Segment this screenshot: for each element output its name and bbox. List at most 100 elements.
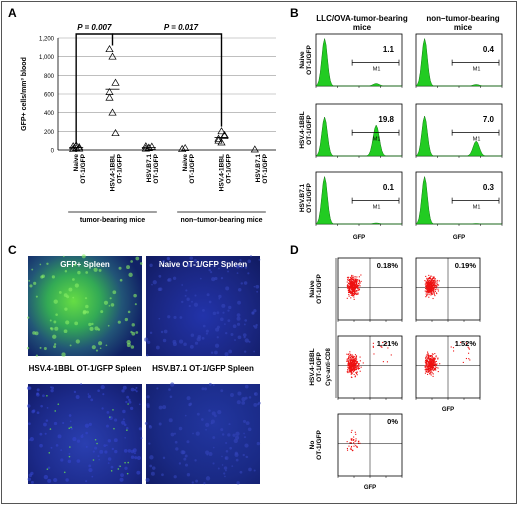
tissue-speck [138,403,141,406]
event-dot [431,284,433,286]
event-dot [350,373,352,375]
tissue-speck [135,256,140,261]
event-dot [356,285,358,287]
event-dot [353,291,355,293]
event-dot [347,285,349,287]
event-dot [358,281,360,283]
event-dot [350,362,353,364]
event-dot [353,358,355,360]
event-dot [432,364,434,366]
event-dot [372,342,374,344]
event-dot [357,365,359,368]
tissue-speck [234,452,239,457]
percent-label: 1.1 [383,45,395,54]
tissue-speck [236,272,239,275]
y-tick-label: 800 [44,74,55,80]
tissue-speck [125,426,129,430]
event-dot [427,286,430,288]
event-dot [429,276,431,278]
tissue-speck [36,388,40,392]
event-dot [355,369,358,371]
tissue-speck [208,451,213,456]
event-dot [351,278,353,280]
tissue-speck [208,268,212,272]
tissue-speck [60,449,63,452]
event-dot [354,291,356,293]
event-dot [429,290,431,292]
tissue-speck [132,448,137,453]
tissue-speck [158,422,162,426]
event-dot [424,290,426,292]
event-dot [429,284,431,286]
event-dot [350,367,352,369]
event-dot [436,293,438,295]
event-dot [425,363,427,365]
event-dot [350,365,352,367]
event-dot [381,346,383,348]
tissue-speck [53,421,58,426]
tissue-speck [221,303,226,308]
event-dot [357,287,359,289]
tissue-speck [212,462,215,465]
micro-title-3: HSV.4-1BBL OT-1/GFP Spleen [28,364,142,373]
event-dot [349,358,352,360]
event-dot [426,361,428,363]
tissue-speck [29,284,33,288]
event-dot [359,285,361,287]
event-dot [460,341,462,343]
event-dot [355,286,357,288]
gfp-cell [46,394,48,397]
tissue-speck [244,384,249,389]
tissue-speck [125,400,128,404]
event-dot [354,287,356,289]
event-dot [426,288,428,290]
event-dot [354,276,356,278]
event-dot [353,283,355,285]
event-dot [357,368,359,370]
tissue-speck [119,477,124,482]
event-dot [427,373,429,375]
tissue-speck [179,339,184,344]
event-dot [468,352,470,354]
data-point [75,143,84,151]
tissue-speck [214,343,220,348]
event-dot [348,285,350,288]
percent-label: 0.19% [455,261,477,270]
event-dot [430,281,432,283]
event-dot [425,275,427,277]
event-dot [436,283,438,285]
tissue-speck [243,436,247,439]
tissue-speck [186,473,191,477]
event-dot [347,361,349,363]
event-dot [434,359,436,361]
tissue-speck [254,325,258,329]
event-dot [429,355,432,357]
data-point [75,144,84,152]
tissue-speck [253,392,258,396]
tissue-speck [114,449,118,454]
event-dot [353,360,355,363]
tissue-speck [134,388,137,392]
event-dot [426,371,428,373]
event-dot [346,359,348,361]
event-dot [432,369,434,372]
event-dot [430,293,432,295]
tissue-speck [94,326,99,331]
gfp-cell [127,461,130,464]
event-dot [432,360,434,362]
event-dot [425,291,427,293]
tissue-speck [123,423,127,427]
event-dot [467,346,469,348]
tissue-speck [124,466,128,470]
event-dot [436,283,438,286]
tissue-speck [212,436,216,439]
event-dot [352,285,354,287]
event-dot [352,357,354,359]
tissue-speck [28,439,31,441]
event-dot [354,363,356,365]
event-dot [434,290,436,293]
tissue-speck [29,437,34,442]
event-dot [349,281,351,283]
tissue-speck [170,382,175,387]
event-dot [346,447,348,450]
